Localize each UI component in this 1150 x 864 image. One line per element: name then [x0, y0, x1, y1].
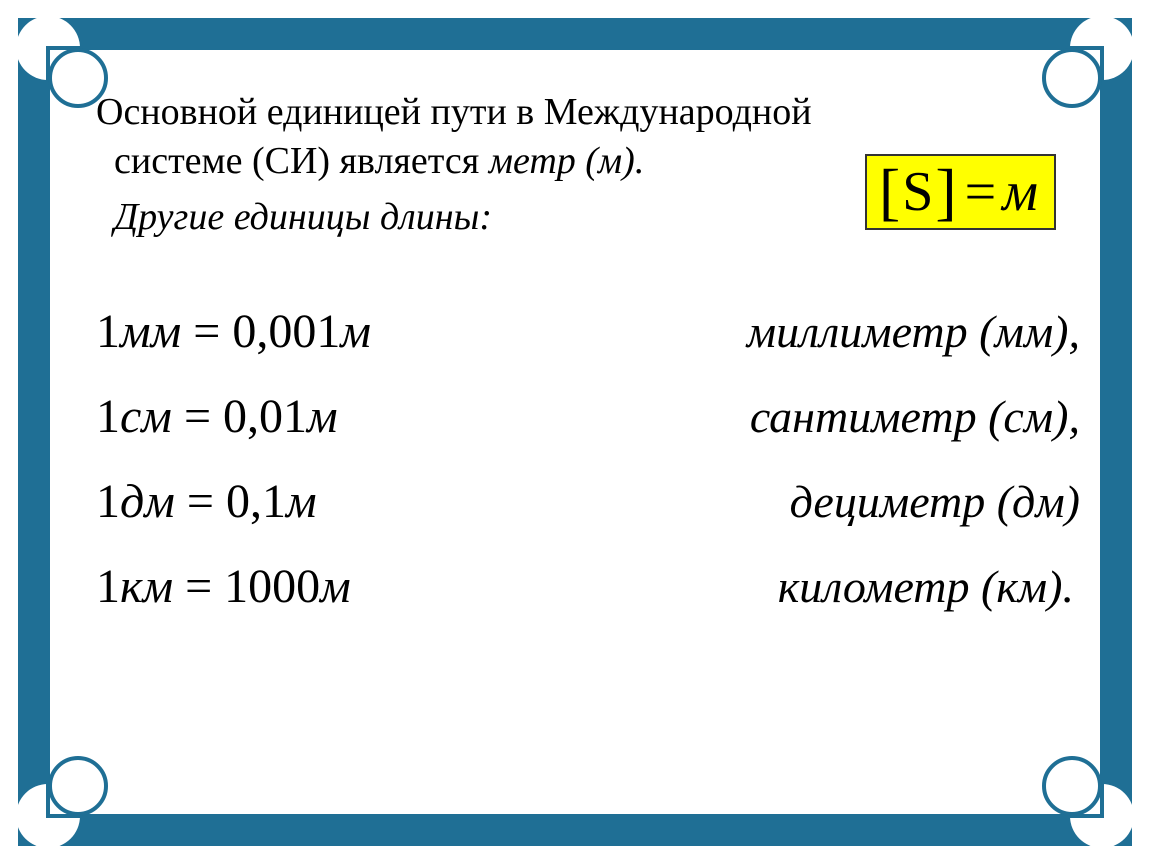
conversion-row: 1см = 0,01м сантиметр (см),: [96, 389, 1080, 444]
conversion-equation: 1км = 1000м: [96, 559, 351, 614]
rhs-value: 0,01: [223, 390, 307, 443]
conversion-equation: 1дм = 0,1м: [96, 474, 317, 529]
conversion-rows: 1мм = 0,001м миллиметр (мм), 1см = 0,01м…: [96, 304, 1080, 614]
symbol-s: S: [900, 164, 935, 220]
lhs-value: 1: [96, 305, 120, 358]
lhs-unit: км: [120, 560, 173, 613]
equals-sign: =: [187, 475, 214, 528]
bracket-left: [: [879, 160, 900, 224]
rhs-unit: м: [307, 390, 338, 443]
lhs-value: 1: [96, 390, 120, 443]
rhs-unit: м: [286, 475, 317, 528]
content-area: Основной единицей пути в Международной с…: [96, 88, 1080, 824]
unit-label: сантиметр (см),: [750, 390, 1080, 443]
conversion-equation: 1мм = 0,001м: [96, 304, 371, 359]
intro-text-plain: системе (СИ) является: [114, 140, 489, 182]
lhs-value: 1: [96, 560, 120, 613]
rhs-unit: м: [320, 560, 351, 613]
si-unit-highlight: [S]=м: [865, 154, 1056, 230]
intro-text-italic: метр (м).: [489, 140, 645, 182]
rhs-value: 0,1: [226, 475, 286, 528]
bracket-right: ]: [935, 160, 956, 224]
equals-sign: =: [185, 560, 212, 613]
conversion-row: 1мм = 0,001м миллиметр (мм),: [96, 304, 1080, 359]
lhs-value: 1: [96, 475, 120, 528]
intro-text-line1: Основной единицей пути в Международной: [96, 88, 1080, 137]
unit-m: м: [1002, 164, 1038, 220]
rhs-value: 1000: [224, 560, 320, 613]
unit-label: дециметр (дм): [790, 475, 1080, 528]
lhs-unit: дм: [120, 475, 175, 528]
lhs-unit: мм: [120, 305, 181, 358]
equals-sign: =: [193, 305, 220, 358]
unit-label: миллиметр (мм),: [747, 305, 1080, 358]
conversion-row: 1дм = 0,1м дециметр (дм): [96, 474, 1080, 529]
conversion-row: 1км = 1000м километр (км).: [96, 559, 1080, 614]
equals-sign: =: [957, 164, 1003, 220]
conversion-equation: 1см = 0,01м: [96, 389, 338, 444]
unit-label: километр (км).: [778, 560, 1080, 613]
rhs-unit: м: [340, 305, 371, 358]
rhs-value: 0,001: [232, 305, 340, 358]
equals-sign: =: [184, 390, 211, 443]
lhs-unit: см: [120, 390, 172, 443]
